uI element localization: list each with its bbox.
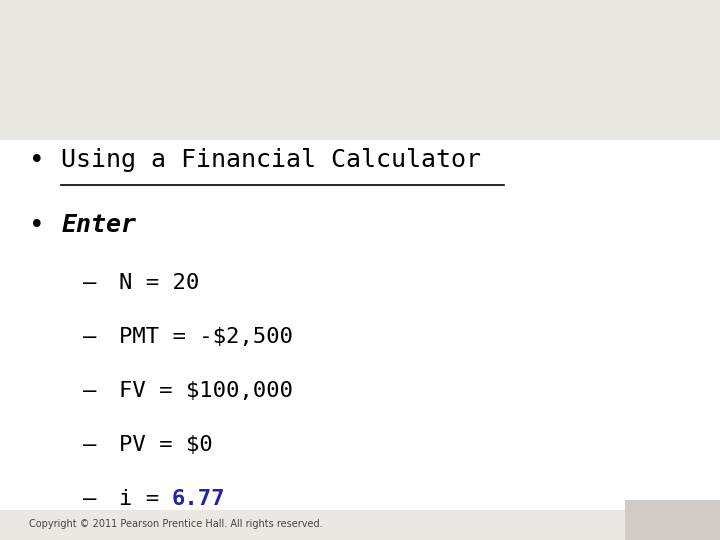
Text: 6-32: 6-32 [660,505,695,520]
Text: PMT = -$2,500: PMT = -$2,500 [119,327,292,347]
Text: 6.77: 6.77 [171,489,225,509]
Text: Solving for Interest Rate in an: Solving for Interest Rate in an [29,22,690,59]
Text: i =: i = [119,489,172,509]
Text: •: • [29,213,45,239]
Text: Ordinary Annuity (cont.): Ordinary Annuity (cont.) [29,78,564,116]
Text: –: – [83,381,96,401]
Text: PV = $0: PV = $0 [119,435,212,455]
Text: –: – [83,273,96,293]
Text: –: – [83,489,96,509]
Text: Copyright © 2011 Pearson Prentice Hall. All rights reserved.: Copyright © 2011 Pearson Prentice Hall. … [29,519,323,529]
Text: Using a Financial Calculator: Using a Financial Calculator [61,148,481,172]
Text: –: – [83,435,96,455]
Text: N = 20: N = 20 [119,273,199,293]
Text: Enter: Enter [61,213,136,237]
Text: –: – [83,327,96,347]
Text: •: • [29,148,45,174]
Text: FV = $100,000: FV = $100,000 [119,381,292,401]
